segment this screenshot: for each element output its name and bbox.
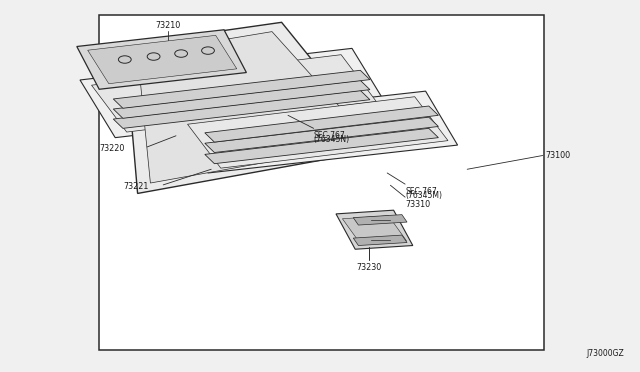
Polygon shape bbox=[80, 48, 387, 138]
Polygon shape bbox=[205, 106, 438, 142]
Text: 73310: 73310 bbox=[405, 200, 430, 209]
Polygon shape bbox=[138, 32, 372, 183]
Polygon shape bbox=[113, 80, 370, 118]
Polygon shape bbox=[205, 117, 438, 153]
Bar bbox=[99, 15, 544, 350]
Text: 73210: 73210 bbox=[155, 21, 180, 30]
Polygon shape bbox=[92, 55, 376, 132]
Polygon shape bbox=[176, 91, 458, 173]
Polygon shape bbox=[113, 70, 370, 108]
Text: J73000GZ: J73000GZ bbox=[586, 349, 624, 358]
Text: 73230: 73230 bbox=[356, 263, 381, 272]
Polygon shape bbox=[353, 215, 407, 225]
Polygon shape bbox=[342, 216, 406, 244]
Text: 73100: 73100 bbox=[545, 151, 570, 160]
Text: 73220: 73220 bbox=[99, 144, 125, 153]
Polygon shape bbox=[188, 97, 448, 168]
Text: 73221: 73221 bbox=[123, 182, 148, 190]
Text: (76345N): (76345N) bbox=[314, 135, 349, 144]
Polygon shape bbox=[353, 235, 407, 246]
Polygon shape bbox=[77, 30, 246, 89]
Polygon shape bbox=[336, 210, 413, 249]
Text: (76345M): (76345M) bbox=[405, 191, 442, 200]
Text: SEC.767: SEC.767 bbox=[405, 187, 437, 196]
Polygon shape bbox=[125, 22, 384, 193]
Polygon shape bbox=[88, 35, 237, 84]
Polygon shape bbox=[205, 128, 438, 164]
Polygon shape bbox=[113, 90, 370, 128]
Text: SEC.767: SEC.767 bbox=[314, 131, 346, 140]
